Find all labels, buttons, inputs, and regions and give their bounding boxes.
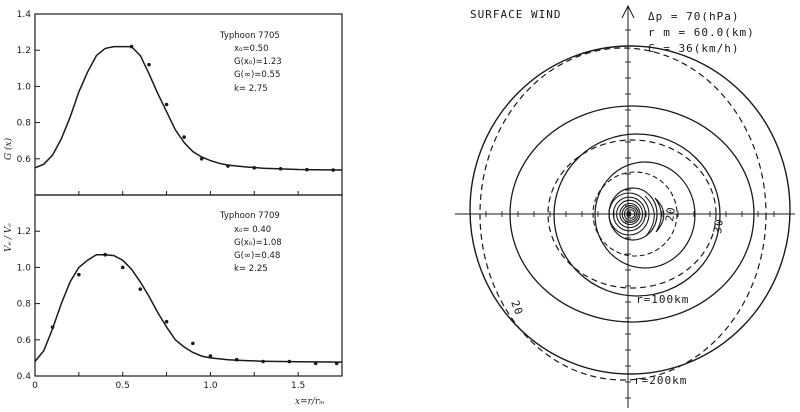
eye-contour-ring: [612, 196, 646, 232]
top-data-point: [331, 168, 336, 172]
param-rm: r m = 60.0(km): [648, 26, 755, 39]
top-data-point: [278, 166, 283, 171]
profile-charts: 0.6 0.8 1.0 1.2 1.4 0.4 0.6 0.8 1.0 1.2 0 0.5 1.0 1.…: [3, 10, 343, 407]
wind-title: SURFACE WIND: [470, 8, 561, 21]
contour-label-20-inner: 20: [663, 206, 678, 223]
ring-inner-dashed: [592, 171, 678, 257]
top-y-axis-label: G (x): [3, 137, 14, 160]
contour-outer-solid: [469, 45, 791, 375]
bottom-data-point: [287, 359, 292, 364]
bottom-data-point: [77, 272, 81, 277]
bottom-data-point: [191, 341, 195, 346]
bottom-data-point: [120, 265, 125, 270]
bottom-data-point: [234, 357, 239, 362]
param-delta-p: Δp = 70(hPa): [648, 10, 739, 23]
top-y-tick-label: 0.8: [17, 119, 32, 129]
top-annotation-x0: x₀=0.50: [234, 44, 269, 54]
eye-contour-ring: [621, 205, 639, 223]
top-annotation-gx0: G(x₀)=1.23: [234, 57, 282, 67]
bottom-chart-frame: [34, 194, 343, 377]
ring-label-100km: r=100km: [636, 293, 689, 306]
top-data-point: [147, 62, 151, 67]
bottom-data-point: [164, 319, 169, 324]
bottom-data-point: [261, 359, 265, 364]
top-y-tick-label: 1.0: [17, 82, 32, 92]
contour-mid-solid: [509, 105, 755, 323]
bottom-data-point: [103, 252, 107, 257]
bottom-x-tick-label: 1.5: [291, 381, 305, 391]
x-axis-label: x=r/rₘ: [295, 397, 325, 407]
eye-contour-ring: [608, 192, 650, 236]
surface-wind-diagram: SURFACE WIND Δp = 70(hPa) r m = 60.0(km)…: [455, 4, 795, 408]
contour-inner-solid: [553, 133, 721, 297]
bottom-y-tick-label: 1.0: [17, 263, 32, 273]
top-chart-frame: [34, 13, 343, 196]
bottom-y-tick-label: 0.4: [17, 372, 32, 382]
bottom-chart-title: Typhoon 7709: [219, 211, 280, 221]
top-data-point: [305, 167, 309, 172]
top-y-tick-label: 1.2: [17, 46, 31, 56]
bottom-y-tick-label: 0.6: [17, 336, 32, 346]
bottom-data-point: [313, 361, 318, 366]
eye-contours: [608, 192, 650, 236]
bottom-data-point: [208, 354, 213, 358]
top-data-point: [182, 135, 186, 139]
top-chart-title: Typhoon 7705: [219, 31, 280, 41]
crescent-contour-2: [644, 195, 655, 237]
top-data-point: [226, 164, 230, 168]
ring-200km-dashed: [479, 47, 767, 381]
bottom-x-tick-label: 1.0: [203, 381, 218, 391]
top-data-point: [129, 44, 134, 49]
top-annotation-k: k= 2.75: [234, 84, 268, 94]
param-c: C = 36(km/h): [648, 42, 739, 55]
bottom-data-point: [50, 325, 55, 329]
bottom-y-axis-label: Vₑ / Vₒ: [4, 223, 14, 252]
top-data-point: [199, 157, 204, 161]
contour-30-solid: [594, 161, 696, 269]
bottom-x-tick-label: 0: [32, 381, 38, 391]
top-series-curve: [34, 45, 343, 171]
top-data-point: [164, 102, 169, 107]
ring-label-200km: r=200km: [634, 374, 687, 387]
eye-contour-ring: [619, 202, 641, 226]
bottom-data-point: [138, 287, 143, 291]
eye-contour-ring: [623, 207, 638, 221]
bottom-y-tick-label: 0.8: [17, 300, 32, 310]
top-annotation-ginf: G(∞)=0.55: [234, 70, 280, 80]
eye-center: [626, 211, 632, 217]
bottom-series-curve: [34, 253, 343, 363]
bottom-data-point: [334, 361, 339, 366]
crescent-contour: [654, 197, 665, 233]
contour-label-30: 30: [711, 218, 726, 235]
bottom-annotation-x0: x₀= 0.40: [234, 225, 271, 235]
north-arrow-head: [621, 4, 635, 19]
bottom-annotation-k: k= 2.25: [234, 264, 268, 274]
top-y-tick-label: 1.4: [17, 10, 32, 20]
bottom-ticks: 0.4 0.6 0.8 1.0 1.2 0 0.5 1.0 1.5: [17, 227, 306, 391]
top-data-point: [252, 166, 257, 170]
bottom-annotation-gx0: G(x₀)=1.08: [234, 238, 282, 248]
ring-100km-dashed: [547, 139, 717, 289]
bottom-x-tick-label: 0.5: [116, 381, 130, 391]
top-data-points: [129, 44, 336, 172]
top-y-tick-label: 0.6: [17, 155, 32, 165]
bottom-annotation-ginf: G(∞)=0.48: [234, 251, 280, 261]
bottom-y-tick-label: 1.2: [17, 227, 31, 237]
contour-label-20-outer: 20: [508, 299, 525, 318]
eye-contour-ring: [616, 199, 644, 229]
top-ticks: 0.6 0.8 1.0 1.2 1.4: [17, 10, 299, 195]
bottom-data-points: [50, 252, 339, 366]
